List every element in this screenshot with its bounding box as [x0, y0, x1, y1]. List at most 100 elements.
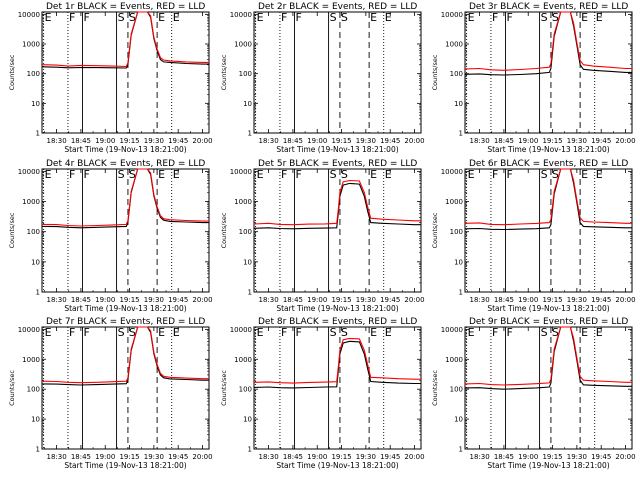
x-tick-label: 19:15: [119, 296, 139, 304]
x-tick-label: 19:30: [356, 296, 376, 304]
interval-marker-label: F: [296, 326, 302, 339]
interval-marker-label: E: [468, 326, 475, 339]
x-axis-label: Start Time (19-Nov-13 18:21:00): [487, 461, 609, 470]
x-tick-label: 19:45: [591, 296, 611, 304]
interval-marker-label: F: [296, 11, 302, 24]
interval-marker-label: S: [341, 168, 348, 181]
interval-marker-label: E: [596, 326, 603, 339]
plot-frame: [41, 168, 210, 293]
panel-1: Det 1r BLACK = Events, RED = LLD 1 10 100 10…: [8, 2, 213, 154]
series-events-line: [464, 11, 632, 76]
panel-8: Det 8r BLACK = Events, RED = LLD 1 10 100 10…: [220, 317, 425, 470]
interval-marker-label: S: [118, 11, 125, 24]
x-tick-label: 19:15: [119, 137, 139, 145]
plot-frame: [253, 168, 422, 293]
series-lld-line: [41, 326, 209, 384]
x-tick-label: 19:00: [95, 453, 115, 461]
y-axis-label: Counts/sec: [220, 54, 228, 90]
y-tick-label: 100: [27, 228, 40, 236]
y-tick-label: 10: [31, 416, 40, 424]
panel-title: Det 9r BLACK = Events, RED = LLD: [469, 317, 628, 327]
y-axis-label: Counts/sec: [431, 54, 439, 90]
y-tick-label: 1000: [22, 356, 40, 364]
interval-marker-label: S: [552, 168, 559, 181]
x-tick-label: 18:45: [71, 137, 91, 145]
y-tick-label: 10: [454, 258, 463, 266]
plot-frame: [253, 326, 422, 450]
plot-frame: [41, 326, 210, 450]
interval-marker-label: S: [118, 168, 125, 181]
x-tick-label: 19:15: [542, 137, 562, 145]
series-events-line: [41, 326, 209, 386]
x-tick-label: 18:45: [283, 137, 303, 145]
x-tick-label: 19:00: [307, 296, 327, 304]
x-tick-label: 19:15: [331, 296, 351, 304]
x-tick-label: 18:45: [283, 296, 303, 304]
x-axis-label: Start Time (19-Nov-13 18:21:00): [276, 304, 398, 313]
x-tick-label: 18:30: [469, 453, 489, 461]
y-axis-label: Counts/sec: [431, 370, 439, 406]
interval-marker-label: E: [468, 11, 475, 24]
panel-5: Det 5r BLACK = Events, RED = LLD 1 10 100 10…: [220, 159, 425, 313]
y-tick-label: 10: [454, 416, 463, 424]
y-tick-label: 1: [248, 446, 252, 454]
x-tick-label: 18:45: [71, 453, 91, 461]
series-events-line: [41, 168, 209, 229]
interval-marker-label: F: [296, 168, 302, 181]
x-tick-label: 19:45: [591, 137, 611, 145]
interval-marker-label: S: [341, 11, 348, 24]
y-axis-label: Counts/sec: [220, 212, 228, 248]
interval-marker-label: S: [129, 326, 136, 339]
interval-marker-label: E: [158, 326, 165, 339]
series-lld-line: [41, 168, 209, 227]
interval-marker-label: E: [257, 326, 264, 339]
interval-marker-label: S: [129, 11, 136, 24]
y-axis-label: Counts/sec: [431, 212, 439, 248]
y-tick-label: 10000: [230, 168, 252, 176]
x-tick-label: 19:00: [307, 137, 327, 145]
y-tick-label: 1: [248, 289, 252, 297]
interval-marker-label: E: [581, 168, 588, 181]
y-axis-label: Counts/sec: [8, 370, 16, 406]
y-tick-label: 1000: [234, 41, 252, 49]
x-tick-label: 19:30: [567, 453, 587, 461]
panel-title: Det 3r BLACK = Events, RED = LLD: [469, 2, 628, 12]
plot-frame: [41, 11, 210, 134]
interval-marker-label: F: [507, 326, 513, 339]
x-tick-label: 18:45: [494, 137, 514, 145]
y-tick-label: 10: [243, 100, 252, 108]
interval-marker-label: E: [257, 11, 264, 24]
x-tick-label: 19:15: [331, 137, 351, 145]
x-tick-label: 18:30: [258, 453, 278, 461]
interval-marker-label: E: [45, 168, 52, 181]
interval-marker-label: E: [158, 11, 165, 24]
x-tick-label: 18:30: [469, 296, 489, 304]
x-tick-label: 20:00: [192, 453, 212, 461]
x-tick-label: 19:45: [380, 453, 400, 461]
x-tick-label: 20:00: [615, 137, 635, 145]
series-events-line: [464, 326, 632, 390]
y-tick-label: 1: [36, 446, 40, 454]
panel-title: Det 8r BLACK = Events, RED = LLD: [258, 317, 417, 327]
x-tick-label: 19:15: [542, 296, 562, 304]
x-axis-label: Start Time (19-Nov-13 18:21:00): [487, 304, 609, 313]
interval-marker-label: S: [341, 326, 348, 339]
interval-marker-label: F: [492, 11, 498, 24]
x-tick-label: 19:45: [168, 296, 188, 304]
panel-7: Det 7r BLACK = Events, RED = LLD 1 10 100 10…: [8, 317, 213, 470]
interval-marker-label: F: [84, 168, 90, 181]
x-tick-label: 19:00: [518, 453, 538, 461]
y-tick-label: 10000: [230, 11, 252, 19]
x-tick-label: 18:45: [494, 296, 514, 304]
interval-marker-label: E: [385, 326, 392, 339]
x-tick-label: 19:30: [144, 296, 164, 304]
panel-title: Det 4r BLACK = Events, RED = LLD: [46, 159, 205, 169]
interval-marker-label: F: [84, 11, 90, 24]
x-tick-label: 19:45: [168, 137, 188, 145]
x-tick-label: 19:45: [380, 137, 400, 145]
interval-marker-label: E: [45, 326, 52, 339]
panel-title: Det 6r BLACK = Events, RED = LLD: [469, 159, 628, 169]
x-tick-label: 20:00: [615, 453, 635, 461]
interval-marker-label: F: [84, 326, 90, 339]
interval-marker-label: F: [507, 11, 513, 24]
